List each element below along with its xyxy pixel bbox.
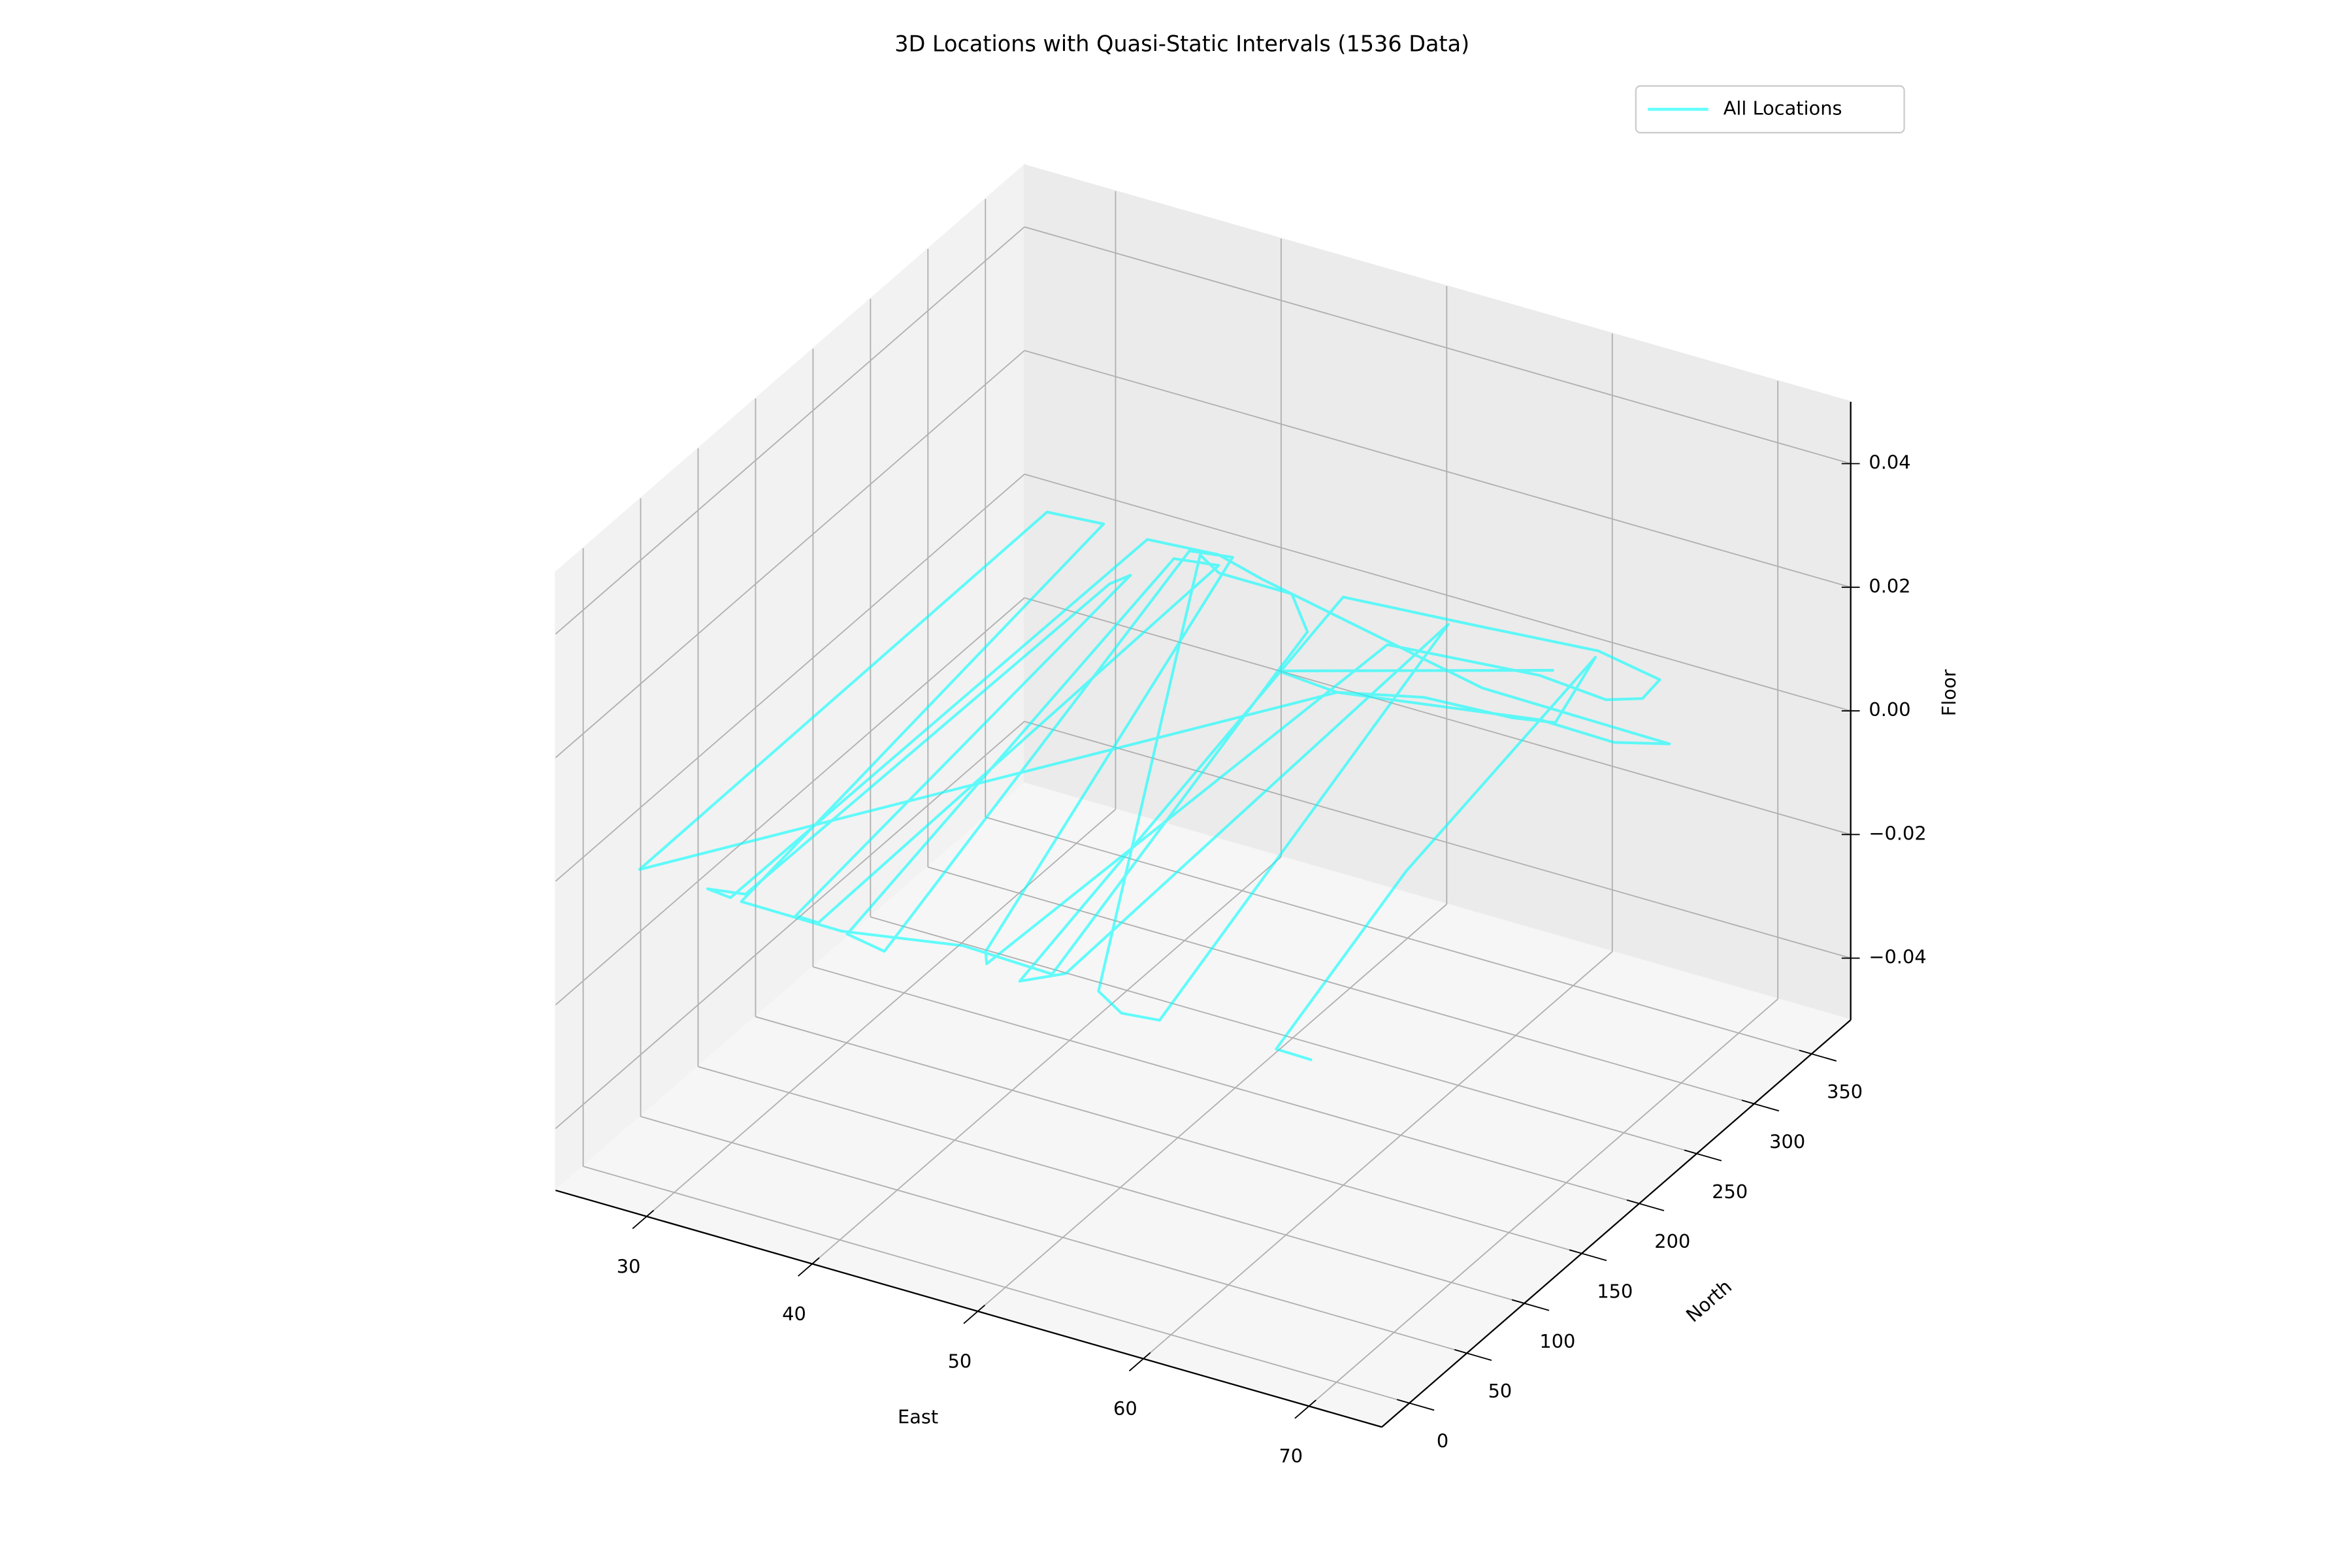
legend-label: All Locations <box>1723 97 1842 119</box>
grid-line <box>555 597 1025 1005</box>
y-tick-label: 300 <box>1769 1130 1805 1152</box>
grid-line <box>1024 473 1851 711</box>
x-tick-label: 50 <box>948 1350 972 1373</box>
y-tick <box>1684 1149 1722 1162</box>
grid-line <box>1024 350 1851 588</box>
x-tick <box>1128 1352 1151 1372</box>
y-tick-label: 350 <box>1827 1081 1863 1103</box>
z-tick-label: −0.02 <box>1869 822 1926 844</box>
grid-line <box>646 809 1117 1217</box>
y-tick-label: 200 <box>1654 1230 1690 1252</box>
grid-line <box>1024 721 1851 959</box>
grid-line <box>698 1066 1525 1304</box>
x-tick-label: 70 <box>1279 1445 1303 1467</box>
x-tick <box>1294 1399 1316 1419</box>
y-tick <box>1454 1348 1492 1361</box>
grid-line <box>1024 226 1851 465</box>
y-tick <box>1626 1199 1665 1211</box>
x-tick-label: 60 <box>1113 1397 1137 1420</box>
y-tick-label: 150 <box>1597 1281 1633 1303</box>
y-tick-label: 100 <box>1539 1330 1575 1352</box>
x-tick-label: 40 <box>782 1303 806 1325</box>
y-tick <box>1569 1249 1607 1262</box>
x-tick <box>963 1305 986 1324</box>
z-tick-label: −0.04 <box>1869 946 1926 968</box>
grid-line <box>928 866 1755 1105</box>
y-axis <box>1381 1019 1852 1428</box>
z-axis-label: Floor <box>1938 669 1960 716</box>
y-tick-label: 50 <box>1488 1380 1512 1402</box>
legend-box <box>1635 85 1905 134</box>
grid-line <box>555 226 1025 635</box>
x-axis-label: East <box>898 1406 938 1428</box>
grid-line <box>870 916 1697 1154</box>
chart-title: 3D Locations with Quasi-Static Intervals… <box>894 31 1469 57</box>
z-tick-label: 0.04 <box>1869 451 1910 474</box>
grid-line <box>1143 951 1613 1360</box>
x-axis <box>555 1189 1382 1428</box>
data-line <box>638 510 1671 1062</box>
grid-line <box>811 856 1282 1265</box>
y-tick-label: 0 <box>1437 1430 1448 1452</box>
y-tick <box>1741 1100 1780 1112</box>
x-tick-label: 30 <box>617 1255 641 1277</box>
grid-line <box>555 474 1025 882</box>
y-tick <box>1511 1299 1550 1311</box>
grid-line <box>555 350 1025 759</box>
x-tick <box>798 1257 820 1277</box>
grid-line <box>755 1016 1582 1254</box>
y-tick <box>1396 1399 1435 1411</box>
z-tick-label: 0.02 <box>1869 575 1910 597</box>
grid-line <box>555 721 1025 1130</box>
y-tick <box>1799 1049 1837 1062</box>
grid-line <box>1024 597 1851 836</box>
grid-line <box>1308 998 1778 1407</box>
y-tick-label: 250 <box>1712 1181 1748 1203</box>
grid-line <box>583 1166 1410 1404</box>
grid-line <box>640 1116 1467 1354</box>
x-tick <box>632 1209 655 1230</box>
z-tick-label: 0.00 <box>1869 698 1910 721</box>
grid-line <box>977 904 1447 1312</box>
grid-line <box>813 966 1640 1205</box>
